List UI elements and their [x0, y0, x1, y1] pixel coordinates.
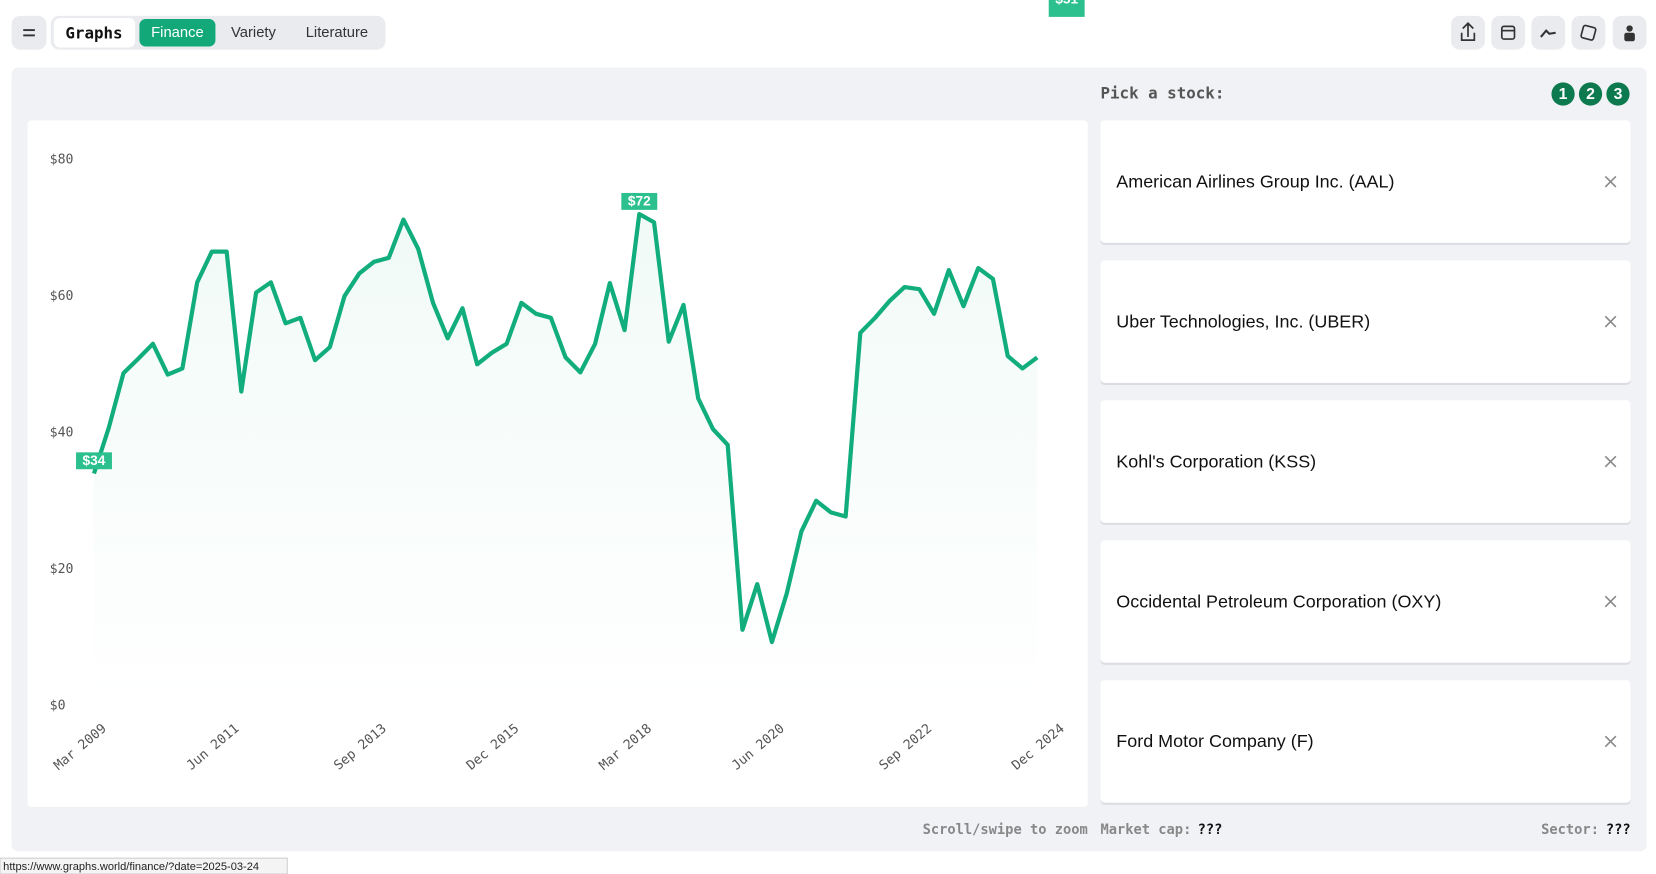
page-dot[interactable] [1551, 82, 1575, 106]
tab[interactable]: Literature [306, 25, 368, 41]
tab[interactable]: Variety [231, 25, 276, 41]
stock-card[interactable] [1100, 540, 1631, 663]
stock-name: Ford Motor Company (F) [1116, 731, 1313, 751]
share-button[interactable] [1451, 15, 1485, 50]
page-number[interactable]: 2 [1586, 86, 1595, 103]
line [91, 211, 1039, 645]
sector-label: Sector: [1541, 822, 1599, 838]
dice-button[interactable] [1571, 15, 1606, 50]
y-tick-label: $0 [50, 699, 66, 714]
zoom-hint: Scroll/swipe to zoom [923, 822, 1088, 838]
menu-button[interactable] [11, 15, 47, 50]
stock-card[interactable] [1100, 400, 1631, 523]
sector: ??? [1606, 822, 1631, 838]
status-url: https://www.graphs.world/finance/?date=2… [3, 861, 259, 873]
value-label: $72 [628, 194, 651, 209]
y-tick-label: $60 [50, 289, 74, 304]
stock-name: Kohl's Corporation (KSS) [1116, 451, 1316, 471]
y-tick-label: $80 [50, 152, 74, 167]
y-tick-label: $20 [50, 562, 74, 577]
stock-card[interactable] [1100, 680, 1631, 803]
value-label-bg [1048, 0, 1085, 17]
toolbar [1451, 15, 1647, 50]
picker-title: Pick a stock: [1100, 84, 1224, 103]
remove-icon[interactable] [1604, 455, 1617, 468]
value-label-bg [76, 452, 112, 470]
chart-button[interactable] [1531, 15, 1566, 50]
remove-icon[interactable] [1604, 315, 1617, 328]
page-dot[interactable] [1606, 82, 1630, 106]
calendar-button[interactable] [1491, 15, 1526, 50]
market-cap: ??? [1198, 822, 1223, 838]
user-button[interactable] [1612, 15, 1647, 50]
stock-name: Uber Technologies, Inc. (UBER) [1116, 311, 1370, 331]
value-label-bg [621, 192, 658, 210]
page-number[interactable]: 1 [1559, 86, 1568, 103]
stock-name: Occidental Petroleum Corporation (OXY) [1116, 591, 1441, 611]
value-label: $51 [1055, 0, 1078, 7]
tab[interactable]: Finance [151, 25, 204, 41]
value-label: $34 [83, 453, 106, 468]
area [93, 214, 1038, 706]
remove-icon[interactable] [1604, 175, 1617, 188]
market-cap-label: Market cap: [1100, 822, 1191, 838]
y-tick-label: $40 [50, 426, 74, 441]
page-number[interactable]: 3 [1614, 86, 1623, 103]
remove-icon[interactable] [1604, 735, 1617, 748]
brand-box [53, 17, 136, 48]
page-dot[interactable] [1578, 82, 1603, 106]
stock-card[interactable] [1100, 120, 1631, 243]
stock-card[interactable] [1100, 260, 1631, 383]
remove-icon[interactable] [1604, 595, 1617, 608]
stock-name: American Airlines Group Inc. (AAL) [1116, 171, 1394, 191]
tab-active-bg [139, 19, 216, 47]
status-bar [0, 857, 288, 874]
brand: Graphs [65, 23, 122, 42]
